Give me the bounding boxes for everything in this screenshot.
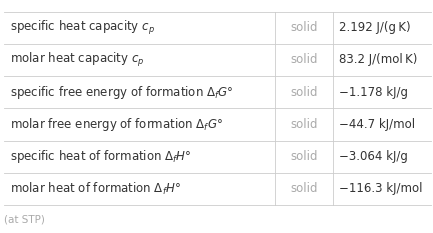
Text: molar free energy of formation $\Delta_f G°$: molar free energy of formation $\Delta_f…	[10, 116, 223, 133]
Text: solid: solid	[291, 54, 318, 66]
Text: −3.064 kJ/g: −3.064 kJ/g	[339, 150, 407, 163]
Text: specific heat of formation $\Delta_f H°$: specific heat of formation $\Delta_f H°$	[10, 148, 191, 165]
Text: −1.178 kJ/g: −1.178 kJ/g	[339, 86, 407, 99]
Text: 2.192 J/(g K): 2.192 J/(g K)	[339, 21, 410, 34]
Text: solid: solid	[291, 86, 318, 99]
Text: molar heat capacity $c_p$: molar heat capacity $c_p$	[10, 51, 144, 69]
Text: molar heat of formation $\Delta_f H°$: molar heat of formation $\Delta_f H°$	[10, 181, 181, 197]
Text: specific free energy of formation $\Delta_f G°$: specific free energy of formation $\Delt…	[10, 84, 233, 101]
Text: solid: solid	[291, 21, 318, 34]
Text: −116.3 kJ/mol: −116.3 kJ/mol	[339, 182, 422, 195]
Text: specific heat capacity $c_p$: specific heat capacity $c_p$	[10, 19, 155, 37]
Text: −44.7 kJ/mol: −44.7 kJ/mol	[339, 118, 415, 131]
Text: solid: solid	[291, 150, 318, 163]
Text: 83.2 J/(mol K): 83.2 J/(mol K)	[339, 54, 417, 66]
Text: solid: solid	[291, 182, 318, 195]
Text: (at STP): (at STP)	[4, 214, 45, 224]
Text: solid: solid	[291, 118, 318, 131]
